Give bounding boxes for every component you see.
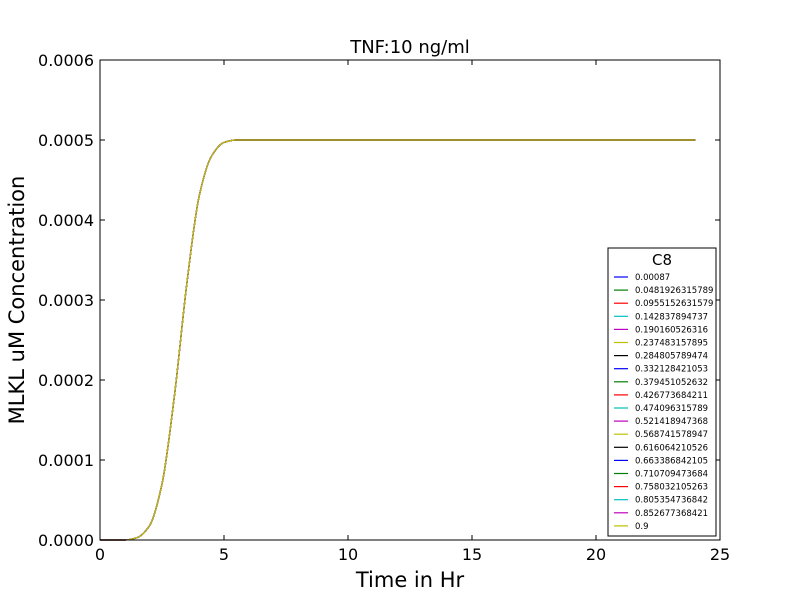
y-tick-label: 0.0001 xyxy=(38,451,94,470)
x-tick-label: 5 xyxy=(219,545,229,564)
series-line-2 xyxy=(100,139,696,541)
series-line-10 xyxy=(100,139,696,541)
series-line-14 xyxy=(100,139,696,541)
plot-area xyxy=(100,139,696,541)
series-line-9 xyxy=(100,139,696,541)
series-line-7 xyxy=(100,139,696,541)
series-line-5 xyxy=(100,139,696,541)
legend-label: 0.616064210526 xyxy=(635,443,708,453)
chart-title: TNF:10 ng/ml xyxy=(349,37,470,58)
series-line-1 xyxy=(100,139,696,541)
x-tick-label: 15 xyxy=(462,545,482,564)
legend: C8 0.00087 0.0481926315789 0.0955152631579 0… xyxy=(607,247,717,537)
y-axis-title: MLKL uM Concentration xyxy=(5,176,29,425)
legend-label: 0.852677368421 xyxy=(635,509,708,519)
legend-label: 0.521418947368 xyxy=(635,417,708,427)
series-line-15 xyxy=(100,139,696,541)
legend-label: 0.9 xyxy=(635,522,649,532)
series-line-13 xyxy=(100,139,696,541)
series-line-4 xyxy=(100,139,696,541)
series-line-16 xyxy=(100,139,696,541)
series-line-6 xyxy=(100,139,696,541)
series-line-12 xyxy=(100,139,696,541)
series-line-8 xyxy=(100,139,696,541)
legend-title: C8 xyxy=(652,251,672,269)
x-tick-label: 20 xyxy=(586,545,606,564)
legend-label: 0.379451052632 xyxy=(635,378,708,388)
legend-box xyxy=(607,247,717,537)
x-tick-label: 25 xyxy=(710,545,730,564)
axes: 0 5 10 15 20 25 0.0000 0.0001 0.0002 0.0003 0.0004… xyxy=(38,51,730,564)
legend-label: 0.0481926315789 xyxy=(635,286,713,296)
legend-label: 0.142837894737 xyxy=(635,312,708,322)
legend-label: 0.332128421053 xyxy=(635,365,708,375)
legend-label: 0.805354736842 xyxy=(635,496,708,506)
series-line-18 xyxy=(100,139,696,541)
x-axis-title: Time in Hr xyxy=(355,568,465,592)
x-tick-label: 10 xyxy=(338,545,358,564)
legend-label: 0.663386842105 xyxy=(635,456,708,466)
x-tick-label: 0 xyxy=(95,545,105,564)
legend-label: 0.190160526316 xyxy=(635,325,708,335)
legend-label: 0.474096315789 xyxy=(635,404,708,414)
legend-label: 0.710709473684 xyxy=(635,470,708,480)
series-line-17 xyxy=(100,139,696,541)
series-line-20 xyxy=(100,139,696,541)
legend-label: 0.568741578947 xyxy=(635,430,708,440)
series-line-11 xyxy=(100,139,696,541)
legend-label: 0.426773684211 xyxy=(635,391,708,401)
y-tick-label: 0.0003 xyxy=(38,291,94,310)
y-tick-label: 0.0000 xyxy=(38,531,94,550)
legend-label: 0.237483157895 xyxy=(635,339,708,349)
legend-label: 0.0955152631579 xyxy=(635,299,713,309)
legend-label: 0.758032105263 xyxy=(635,483,708,493)
y-tick-label: 0.0002 xyxy=(38,371,94,390)
y-tick-label: 0.0004 xyxy=(38,211,94,230)
y-tick-label: 0.0005 xyxy=(38,131,94,150)
legend-label: 0.284805789474 xyxy=(635,352,708,362)
series-line-19 xyxy=(100,139,696,541)
legend-label: 0.00087 xyxy=(635,273,670,283)
series-line-3 xyxy=(100,139,696,541)
y-tick-label: 0.0006 xyxy=(38,51,94,70)
